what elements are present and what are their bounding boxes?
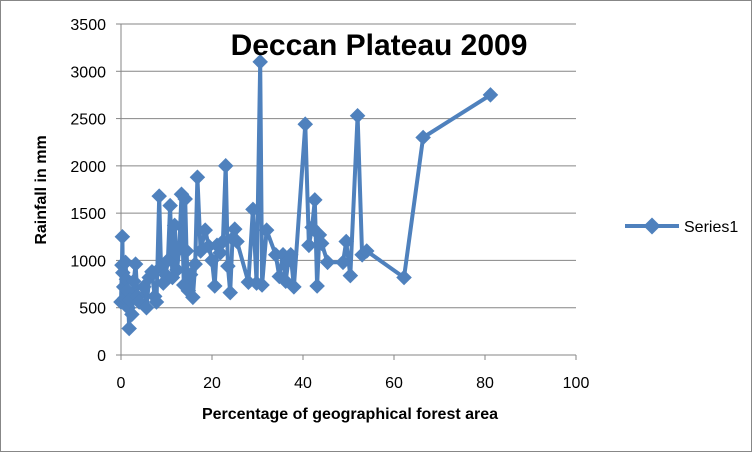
tick-labels: 0 500 1000 1500 2000 2500 3000 3500 0 20 40 60 80 100 (70, 17, 589, 392)
series1-point (212, 245, 228, 261)
y-tick-label: 0 (97, 348, 106, 365)
y-tick-label: 3500 (70, 17, 106, 34)
series1-point (185, 289, 201, 306)
x-tick-label: 20 (203, 375, 221, 392)
series1-point (338, 233, 354, 250)
series1-point (217, 158, 234, 174)
y-tick-label: 2500 (70, 112, 106, 129)
series1-point (127, 256, 144, 272)
series-layer (113, 54, 499, 337)
y-tick-label: 2000 (70, 159, 106, 176)
series1-point (189, 169, 206, 186)
series1-point (160, 252, 176, 269)
series1-point (197, 222, 213, 238)
series1-point (226, 221, 243, 237)
series1-point (245, 201, 261, 218)
x-tick-label: 100 (563, 375, 590, 392)
series1-point (148, 294, 165, 310)
series1-point (229, 233, 245, 250)
series1-point (258, 222, 275, 238)
y-tick-label: 1500 (70, 206, 106, 223)
x-tick-label: 40 (294, 375, 312, 392)
series1-point (297, 116, 314, 132)
x-tick-label: 0 (117, 375, 126, 392)
x-tick-label: 60 (385, 375, 403, 392)
series1-point (177, 191, 193, 207)
series1-point (220, 258, 236, 274)
legend-marker (643, 217, 661, 235)
legend: Series1 (625, 217, 738, 236)
series1-point (282, 247, 299, 263)
y-tick-label: 3000 (70, 64, 106, 81)
series1-point (342, 267, 359, 284)
series1-point (206, 278, 223, 294)
x-axis-title: Percentage of geographical forest area (202, 406, 498, 423)
series1-point (349, 107, 366, 124)
series1-point (117, 254, 134, 271)
series1-point (166, 217, 183, 234)
series1-point (162, 197, 178, 214)
legend-label-series1: Series1 (684, 219, 738, 236)
series1-point (138, 299, 155, 316)
x-tick-label: 80 (476, 375, 494, 392)
y-axis-title: Rainfall in mm (33, 135, 50, 244)
series1-point (396, 269, 412, 286)
series1-point (286, 279, 302, 295)
series1-point (121, 320, 137, 337)
series1-point (114, 228, 131, 245)
series1-point (222, 284, 238, 301)
chart-title: Deccan Plateau 2009 (231, 29, 528, 62)
series1-point (124, 306, 140, 323)
series1-point (309, 278, 325, 294)
series1-point (151, 188, 167, 204)
series1-point (313, 235, 330, 252)
y-tick-label: 1000 (70, 253, 106, 270)
series1-point (319, 254, 336, 271)
series1-point (307, 192, 323, 208)
y-tick-label: 500 (79, 301, 106, 318)
series1-point (204, 252, 220, 269)
series1-point (187, 256, 203, 272)
